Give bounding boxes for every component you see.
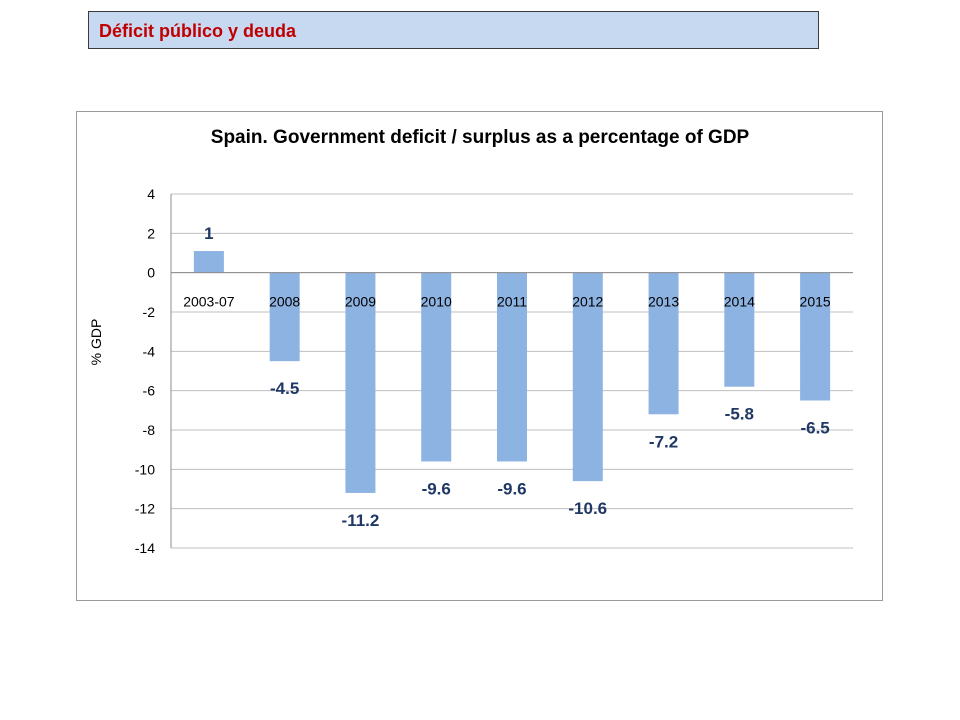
y-tick-label: 4	[147, 186, 155, 202]
bar	[269, 272, 300, 362]
x-tick-label: 2010	[421, 294, 452, 310]
x-tick-label: 2012	[572, 294, 603, 310]
slide-header: Déficit público y deuda	[88, 11, 819, 49]
bar	[193, 251, 224, 273]
x-tick-label: 2014	[724, 294, 755, 310]
y-axis-label: % GDP	[88, 319, 104, 366]
bar	[648, 272, 679, 415]
x-tick-label: 2013	[648, 294, 679, 310]
y-tick-label: -14	[135, 540, 155, 556]
slide-title: Déficit público y deuda	[99, 21, 297, 41]
y-tick-label: -10	[135, 461, 155, 477]
x-tick-label: 2011	[497, 294, 527, 310]
y-tick-label: -12	[135, 501, 155, 517]
data-label: -5.8	[725, 405, 754, 424]
labels: 4 2 0 -2 -4 -6 -8 -10 -12 -14 2003-07 1 2008 -4.5 2009…	[135, 186, 831, 556]
y-tick-label: 0	[147, 265, 155, 281]
bar	[800, 272, 831, 401]
bar	[421, 272, 452, 462]
data-label: -6.5	[800, 419, 829, 438]
data-label: -9.6	[422, 479, 451, 498]
y-tick-label: -6	[143, 383, 156, 399]
bar	[345, 272, 376, 493]
x-tick-label: 2003-07	[183, 294, 235, 310]
bar	[724, 272, 755, 387]
chart-frame: Spain. Government deficit / surplus as a…	[76, 111, 883, 601]
data-label: 1	[204, 224, 213, 243]
data-label: -7.2	[649, 432, 678, 451]
x-tick-label: 2008	[269, 294, 300, 310]
data-label: -10.6	[568, 499, 607, 518]
bar	[497, 272, 527, 462]
y-tick-label: 2	[147, 225, 155, 241]
data-label: -11.2	[342, 511, 380, 530]
y-tick-label: -2	[143, 304, 156, 320]
y-tick-label: -8	[143, 422, 156, 438]
x-tick-label: 2015	[800, 294, 831, 310]
axes	[170, 194, 853, 548]
bars	[193, 251, 831, 493]
y-tick-label: -4	[143, 343, 156, 359]
deficit-bar-chart: Spain. Government deficit / surplus as a…	[88, 127, 853, 556]
x-tick-label: 2009	[345, 294, 376, 310]
bar	[572, 272, 603, 482]
data-label: -9.6	[497, 479, 526, 498]
chart-title: Spain. Government deficit / surplus as a…	[211, 127, 750, 148]
data-label: -4.5	[270, 379, 299, 398]
